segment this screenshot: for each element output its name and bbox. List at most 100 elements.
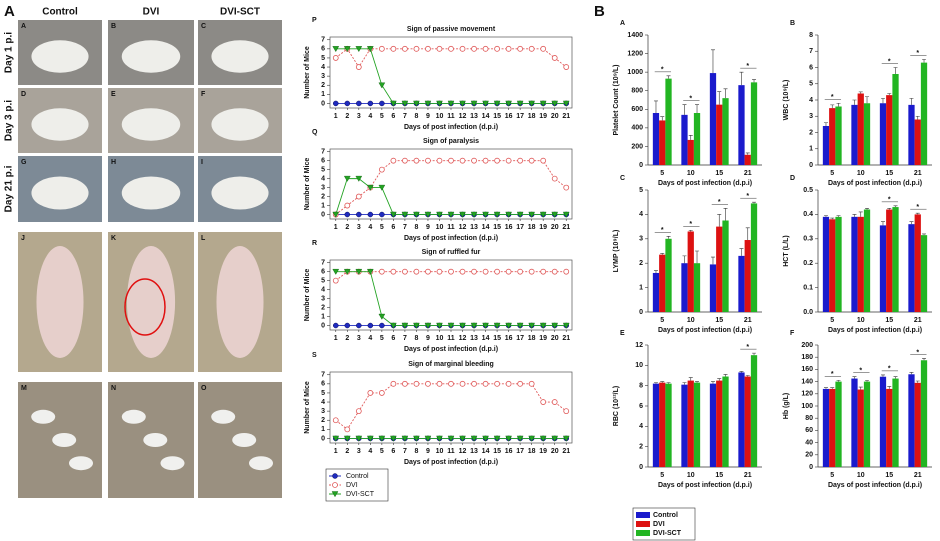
significance-mark: * (916, 50, 919, 57)
x-tick-label: 17 (516, 335, 524, 342)
bar (693, 382, 701, 467)
point (378, 435, 386, 442)
error-bar (836, 102, 841, 107)
error-bar (717, 91, 722, 105)
x-tick-label: 2 (345, 335, 349, 342)
point (379, 100, 385, 107)
legend-swatch (636, 512, 650, 518)
point (562, 100, 570, 107)
error-bar (745, 152, 750, 155)
error-bar (723, 374, 728, 377)
point (447, 211, 455, 218)
y-tick-label: 3 (639, 236, 643, 243)
y-tick-label: 0.4 (803, 211, 813, 218)
bar (687, 380, 694, 467)
significance-mark: * (888, 197, 891, 204)
bar (886, 209, 893, 312)
y-tick-label: 3 (321, 184, 325, 191)
point (470, 100, 478, 107)
x-tick-label: 7 (403, 335, 407, 342)
point (367, 100, 374, 107)
y-tick-label: 60 (805, 427, 813, 434)
point (493, 435, 501, 442)
x-tick-label: 5 (660, 317, 664, 324)
y-tick-label: 4 (321, 64, 325, 71)
point (517, 268, 524, 275)
photo-letter: K (111, 235, 116, 242)
point (378, 268, 385, 275)
point (379, 211, 385, 218)
error-bar (739, 71, 744, 86)
error-bar (887, 93, 892, 96)
error-bar (852, 214, 857, 217)
photo-letter: N (111, 385, 116, 392)
error-bar (909, 221, 914, 225)
error-bar (887, 208, 892, 210)
bar (750, 355, 758, 467)
legend-label: DVI-SCT (653, 530, 682, 537)
mouse (121, 409, 146, 424)
point (344, 202, 351, 209)
x-tick-label: 15 (885, 317, 893, 324)
x-tick-label: 7 (403, 448, 407, 455)
y-tick-label: 6 (321, 158, 325, 165)
x-tick-label: 19 (539, 224, 547, 231)
photo-letter: G (21, 159, 27, 166)
y-tick-label: 3 (809, 113, 813, 120)
x-tick-label: 19 (539, 448, 547, 455)
point (355, 193, 362, 200)
error-bar (695, 381, 700, 383)
point (459, 268, 466, 275)
y-tick-label: 120 (801, 391, 813, 398)
highlight-circle (124, 278, 166, 336)
legend-label: DVI-SCT (346, 491, 375, 498)
x-axis-title: Days of post infection (d.p.i) (828, 327, 922, 334)
legend-swatch (636, 530, 650, 536)
x-tick-label: 9 (426, 113, 430, 120)
x-tick-label: 13 (470, 224, 478, 231)
x-tick-label: 21 (914, 472, 922, 479)
y-tick-label: 6 (321, 381, 325, 388)
point (355, 435, 363, 442)
x-tick-label: 21 (914, 170, 922, 177)
error-bar (710, 381, 715, 384)
bar (665, 383, 672, 467)
point (436, 435, 443, 442)
y-tick-label: 160 (801, 366, 813, 373)
bar (665, 238, 672, 312)
panel-label: Q (312, 129, 318, 136)
error-bar (752, 201, 757, 204)
point (516, 211, 524, 218)
point (528, 100, 536, 107)
y-axis-title: WBC (10⁹/L) (783, 80, 790, 121)
error-bar (666, 75, 671, 79)
bar (659, 382, 666, 467)
bar (879, 225, 887, 312)
point (333, 322, 339, 329)
bar (835, 216, 842, 312)
y-tick-label: 1 (639, 284, 643, 291)
point (436, 45, 443, 52)
x-tick-label: 8 (414, 113, 418, 120)
x-tick-label: 1 (334, 448, 338, 455)
x-tick-label: 6 (391, 335, 395, 342)
x-tick-label: 6 (391, 113, 395, 120)
point (562, 322, 570, 329)
bar (687, 139, 694, 165)
y-axis-title: Number of Mice (304, 269, 311, 322)
point (332, 417, 339, 424)
bar (693, 113, 701, 165)
x-tick-label: 12 (459, 448, 467, 455)
x-tick-label: 5 (660, 472, 664, 479)
y-tick-label: 0 (321, 322, 325, 329)
point (448, 157, 454, 164)
y-tick-label: 0.1 (803, 284, 813, 291)
y-tick-label: 0 (321, 100, 325, 107)
mouse (31, 108, 89, 141)
y-tick-label: 2 (321, 193, 325, 200)
error-bar (893, 376, 898, 379)
error-bar (909, 372, 914, 375)
bar (879, 376, 887, 467)
point (482, 322, 489, 329)
x-tick-label: 10 (436, 113, 444, 120)
